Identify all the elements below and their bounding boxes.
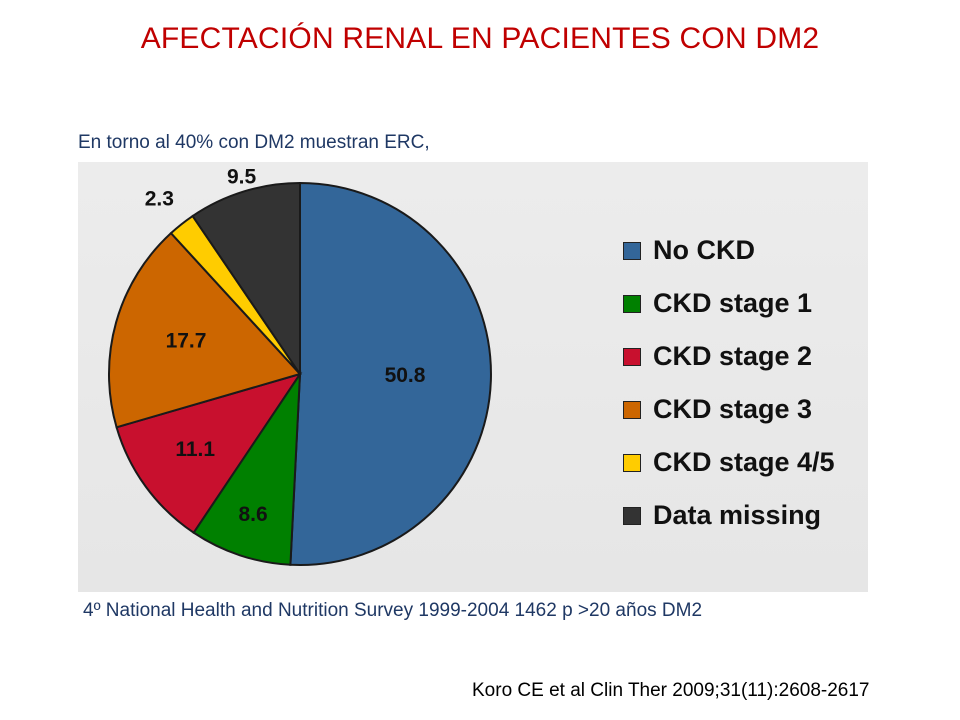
chart-legend: No CKD CKD stage 1 CKD stage 2 CKD stage 3 C…: [623, 224, 835, 542]
legend-swatch: [623, 241, 641, 260]
pie-label-ckd-stage-1: 8.6: [238, 503, 267, 526]
legend-label: CKD stage 1: [653, 288, 813, 318]
legend-item-no-ckd: No CKD: [623, 224, 835, 277]
pie-label-ckd-stage-2: 11.1: [175, 438, 215, 461]
legend-item-ckd-stage-2: CKD stage 2: [623, 330, 835, 383]
pie-label-ckd-stage-3: 17.7: [166, 330, 207, 353]
legend-label: CKD stage 4/5: [653, 447, 835, 477]
legend-item-ckd-stage-4-5: CKD stage 4/5: [623, 436, 835, 489]
chart-panel: 50.8 8.6 11.1 17.7 2.3 9.5 No CKD CKD stage 1 C…: [78, 162, 868, 592]
legend-label: No CKD: [653, 235, 755, 265]
legend-swatch: [623, 506, 641, 525]
pie-label-no-ckd: 50.8: [385, 364, 426, 387]
citation: Koro CE et al Clin Ther 2009;31(11):2608…: [472, 680, 870, 701]
slide-subtitle: En torno al 40% con DM2 muestran ERC,: [78, 132, 430, 153]
legend-label: CKD stage 2: [653, 341, 813, 371]
source-note: 4º National Health and Nutrition Survey …: [83, 600, 703, 621]
legend-swatch: [623, 294, 641, 313]
pie-label-ckd-stage-4-5: 2.3: [145, 188, 174, 211]
pie-chart: 50.8 8.6 11.1 17.7 2.3 9.5: [108, 166, 492, 566]
legend-item-ckd-stage-1: CKD stage 1: [623, 277, 835, 330]
pie-slice-no-ckd: [289, 181, 492, 566]
legend-swatch: [623, 400, 641, 419]
legend-item-ckd-stage-3: CKD stage 3: [623, 383, 835, 436]
pie-slice-ckd-stage-2: [115, 372, 303, 535]
legend-swatch: [623, 453, 641, 472]
slide-title: AFECTACIÓN RENAL EN PACIENTES CON DM2: [140, 22, 820, 55]
legend-item-data-missing: Data missing: [623, 489, 835, 542]
pie-label-data-missing: 9.5: [227, 166, 257, 189]
legend-swatch: [623, 347, 641, 366]
legend-label: CKD stage 3: [653, 394, 813, 424]
pie-slice-ckd-stage-1: [192, 370, 302, 566]
pie-slice-data-missing: [191, 181, 301, 378]
pie-slice-ckd-stage-3: [108, 231, 302, 429]
legend-label: Data missing: [653, 500, 822, 530]
